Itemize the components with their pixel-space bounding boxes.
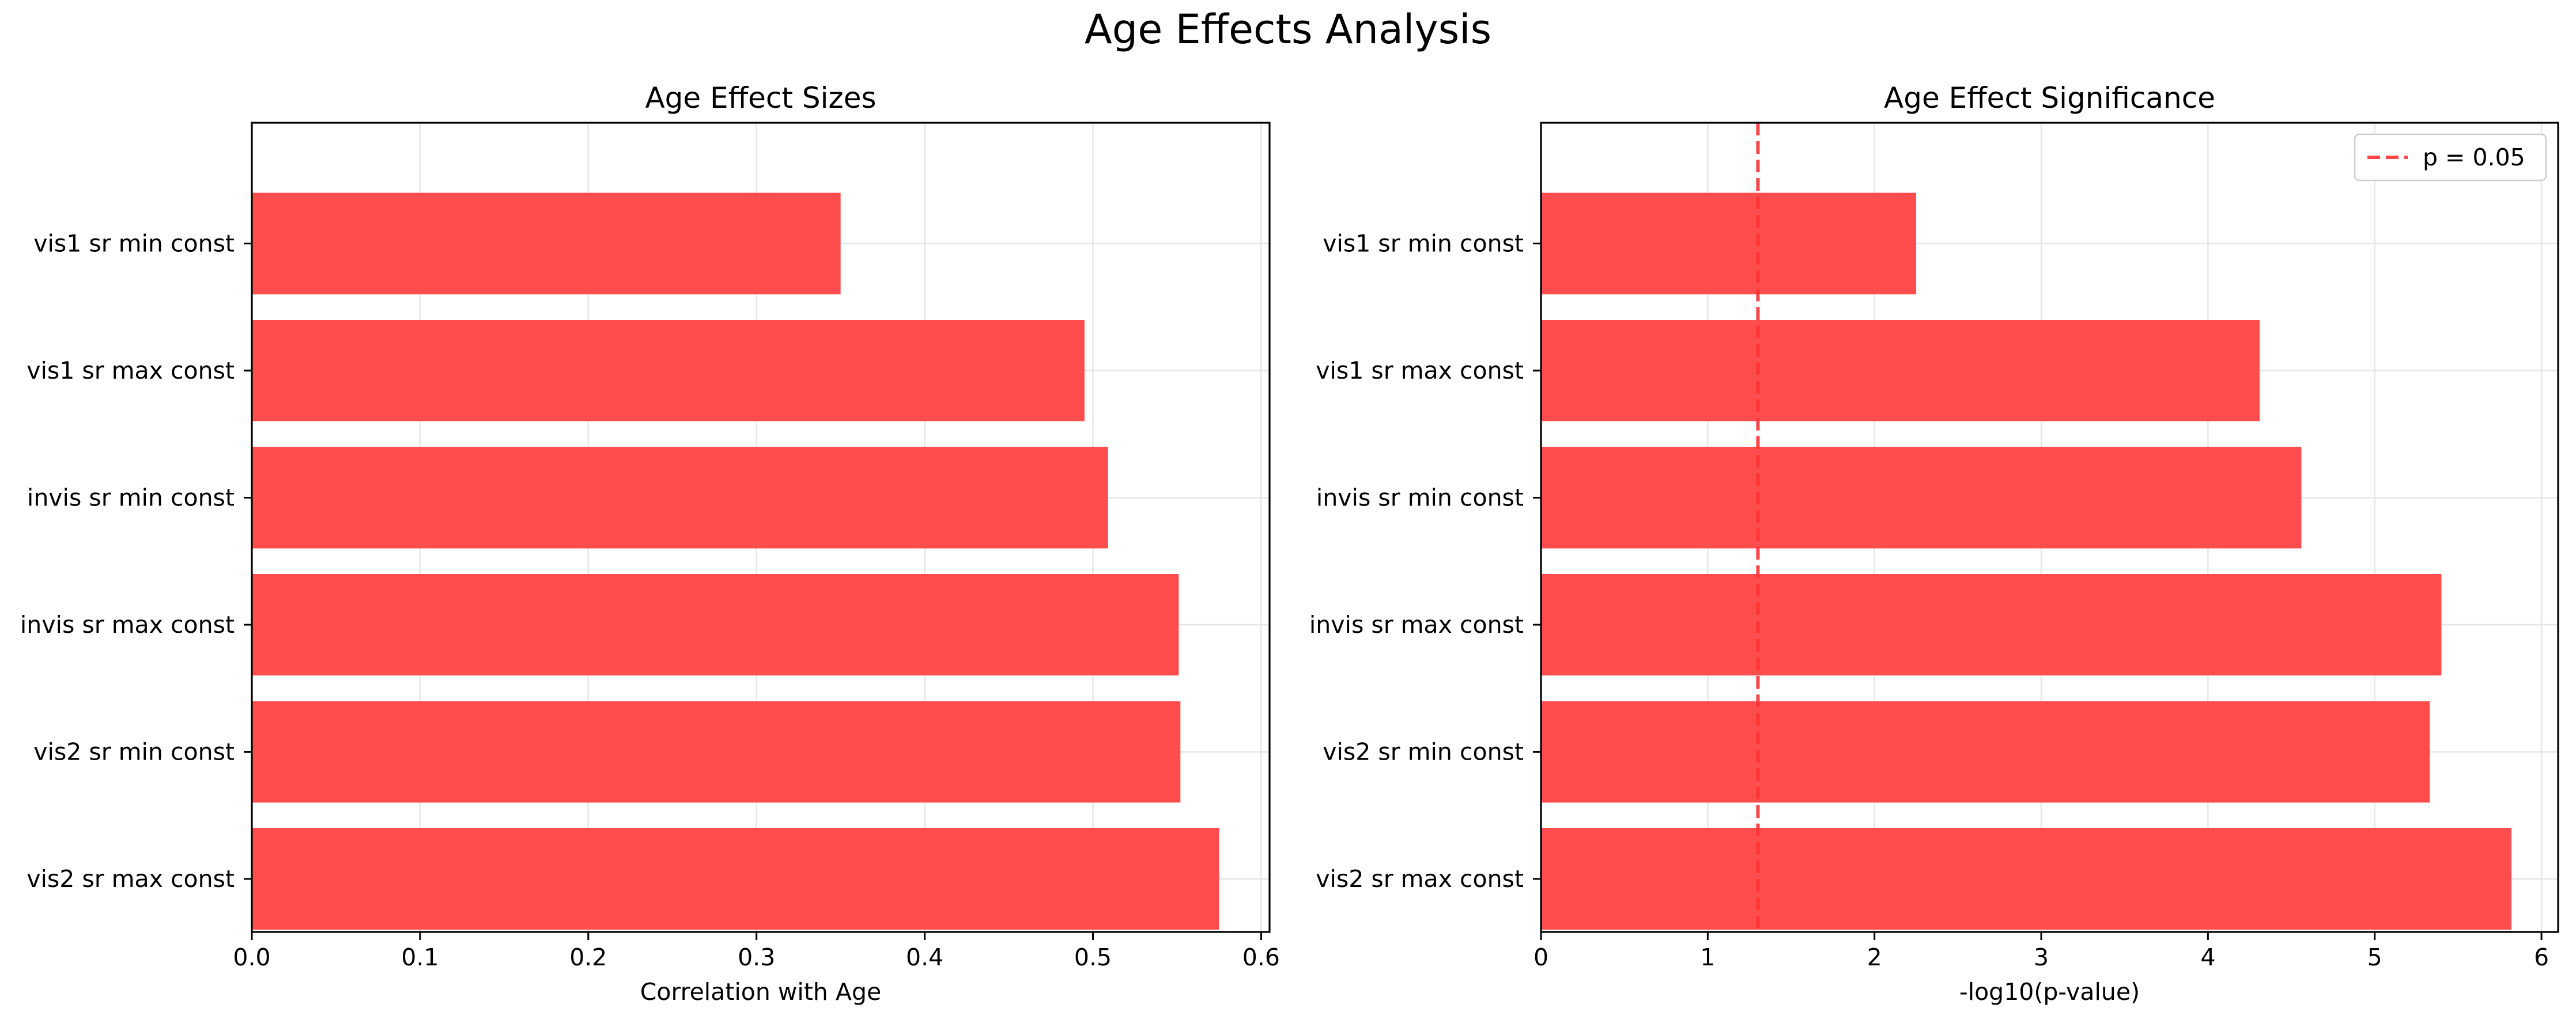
significance-axes-frame <box>1540 122 2559 933</box>
effect-sizes-xtick-label: 0.3 <box>738 943 775 971</box>
significance-bar <box>1541 320 2260 421</box>
effect-sizes-bar <box>252 320 1085 421</box>
effect-sizes-xtick-label: 0.6 <box>1242 943 1280 971</box>
significance-bar <box>1541 447 2302 549</box>
significance-bar <box>1541 192 1917 295</box>
effect-sizes-ytick-label: vis2 sr max const <box>27 865 235 893</box>
significance-bar <box>1541 828 2511 930</box>
significance-ytick-label: vis2 sr min const <box>1323 738 1524 766</box>
significance-ytick-label: invis sr max const <box>1309 611 1524 639</box>
significance-bar <box>1541 574 2442 675</box>
significance-xtick-label: 4 <box>2200 943 2215 971</box>
significance-xtick-label: 6 <box>2534 943 2549 971</box>
effect-sizes-xtick-label: 0.2 <box>569 943 607 971</box>
figure-title: Age Effects Analysis <box>1084 6 1492 53</box>
significance-ytick-label: invis sr min const <box>1316 484 1524 512</box>
significance-ytick-label: vis2 sr max const <box>1316 865 1524 893</box>
effect-sizes-xtick-label: 0.4 <box>906 943 943 971</box>
effect-sizes-ytick-label: invis sr max const <box>20 611 235 639</box>
significance-xtick-label: 0 <box>1533 943 1548 971</box>
legend-box <box>2354 133 2547 182</box>
effect-sizes-bar <box>252 574 1179 675</box>
significance-xtick-label: 5 <box>2367 943 2382 971</box>
effect-sizes-bar <box>252 447 1108 549</box>
effect-sizes-xlabel: Correlation with Age <box>640 978 881 1006</box>
significance-xtick-label: 3 <box>2034 943 2049 971</box>
significance-ytick-label: vis1 sr min const <box>1323 230 1524 258</box>
effect-sizes-ytick-label: vis1 sr min const <box>33 230 235 258</box>
effect-sizes-ytick-label: invis sr min const <box>27 484 235 512</box>
effect-sizes-bar <box>252 828 1219 930</box>
significance-title: Age Effect Significance <box>1884 81 2215 115</box>
effect-sizes-bar <box>252 192 841 295</box>
significance-bar <box>1541 701 2430 803</box>
effect-sizes-ytick-label: vis1 sr max const <box>27 357 235 384</box>
effect-sizes-xtick-label: 0.1 <box>401 943 439 971</box>
effect-sizes-xtick-label: 0.5 <box>1074 943 1112 971</box>
significance-xtick-label: 2 <box>1867 943 1882 971</box>
effect-sizes-title: Age Effect Sizes <box>645 81 876 115</box>
significance-xlabel: -log10(p-value) <box>1959 978 2140 1006</box>
legend-label: p = 0.05 <box>2423 144 2525 171</box>
effect-sizes-xtick-label: 0.0 <box>233 943 270 971</box>
effect-sizes-axes-frame <box>251 122 1271 933</box>
significance-ytick-label: vis1 sr max const <box>1316 357 1524 384</box>
effect-sizes-bar <box>252 701 1181 803</box>
effect-sizes-ytick-label: vis2 sr min const <box>33 738 235 766</box>
significance-xtick-label: 1 <box>1700 943 1715 971</box>
